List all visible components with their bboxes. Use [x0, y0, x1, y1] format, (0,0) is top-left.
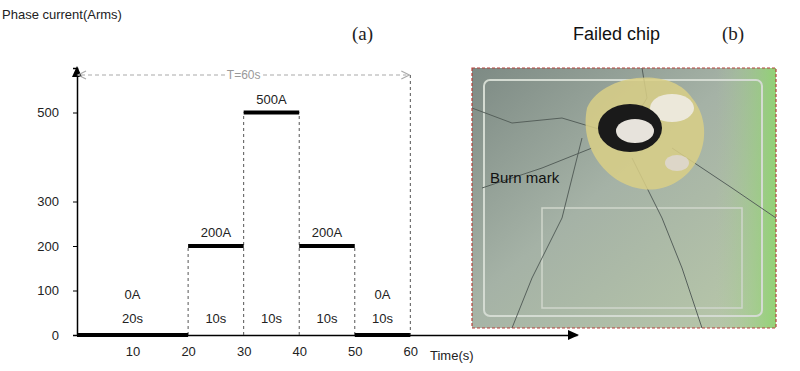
photo-panel: Burn mark	[472, 68, 776, 328]
chip-crack	[512, 138, 582, 328]
y-tick-mark	[73, 291, 77, 292]
y-tick-label: 200	[37, 239, 59, 254]
y-axis-arrow	[72, 66, 82, 77]
duration-label: 10s	[317, 311, 338, 326]
period-arrow	[401, 71, 409, 79]
x-axis: 10 20 30 40 50 60	[78, 335, 578, 359]
burn-debris	[665, 155, 689, 171]
y-tick: 300	[37, 194, 77, 209]
chart-svg: 0 100 200 300 500 10 20 30 40 50 60 Phase current(A…	[0, 0, 800, 371]
data-labels: 0A 20s 200A 10s 500A 10s 200A 10s 0A 10s	[122, 92, 393, 327]
y-tick: 0	[52, 328, 77, 343]
step-connector	[299, 113, 300, 336]
plot-area	[77, 71, 410, 335]
current-level	[355, 333, 411, 337]
duration-label: 10s	[372, 311, 393, 326]
y-tick: 100	[37, 283, 77, 298]
photo-annotation: Burn mark	[490, 169, 560, 186]
current-level	[244, 111, 300, 115]
step-connector	[188, 246, 189, 335]
period-arrow	[78, 71, 86, 79]
y-tick: 500	[37, 105, 77, 120]
figure: 0 100 200 300 500 10 20 30 40 50 60 Phase current(A…	[0, 0, 800, 371]
y-axis-title: Phase current(Arms)	[2, 7, 122, 22]
x-tick: 20	[181, 335, 195, 359]
x-tick: 30	[237, 335, 251, 359]
chip-crack	[482, 148, 592, 188]
x-tick: 60	[404, 335, 418, 359]
y-tick-mark	[73, 113, 77, 114]
chip-outline	[484, 80, 762, 316]
y-tick-label: 300	[37, 194, 59, 209]
photo-frame	[472, 68, 776, 328]
y-axis: 0 100 200 300 500	[37, 69, 77, 343]
x-axis-arrow	[568, 330, 579, 340]
y-tick-label: 100	[37, 283, 59, 298]
current-level	[299, 244, 355, 248]
y-axis-line	[73, 69, 78, 336]
x-tick: 40	[292, 335, 306, 359]
panel-label: (b)	[722, 23, 744, 45]
y-tick-mark	[73, 202, 77, 203]
duration-label: 20s	[122, 311, 143, 326]
y-tick-label: 500	[37, 105, 59, 120]
chip-crack	[472, 108, 602, 130]
value-label: 0A	[375, 287, 391, 302]
y-tick-mark	[73, 335, 77, 336]
y-tick-mark	[73, 246, 77, 247]
step-connector	[354, 246, 355, 335]
current-level	[188, 244, 244, 248]
chip-pad	[542, 208, 742, 308]
value-label: 0A	[125, 287, 141, 302]
step-connector	[243, 113, 244, 336]
annotations: T=60s	[227, 68, 261, 82]
value-label: 200A	[201, 225, 232, 240]
x-tick: 50	[348, 335, 362, 359]
chip-background	[472, 68, 776, 328]
value-label: 500A	[256, 92, 287, 107]
x-tick-label: 30	[237, 344, 251, 359]
burn-core	[598, 104, 662, 152]
x-axis-line	[78, 335, 578, 337]
x-axis-title: Time(s)	[430, 348, 474, 363]
period-end-line	[410, 75, 411, 335]
value-label: 200A	[312, 225, 343, 240]
photo-title: Failed chip	[573, 24, 660, 44]
x-tick-label: 20	[181, 344, 195, 359]
burn-center	[616, 119, 654, 143]
x-tick-label: 60	[404, 344, 418, 359]
period-label: T=60s	[227, 68, 261, 82]
x-tick-label: 50	[348, 344, 362, 359]
burn-halo	[586, 77, 705, 189]
current-level	[77, 333, 188, 337]
panel-label: (a)	[352, 23, 373, 45]
x-tick: 10	[126, 335, 140, 359]
y-tick-label: 0	[52, 328, 59, 343]
y-tick: 200	[37, 239, 77, 254]
x-tick-label: 40	[292, 344, 306, 359]
duration-label: 10s	[261, 311, 282, 326]
x-tick-label: 10	[126, 344, 140, 359]
duration-label: 10s	[205, 311, 226, 326]
